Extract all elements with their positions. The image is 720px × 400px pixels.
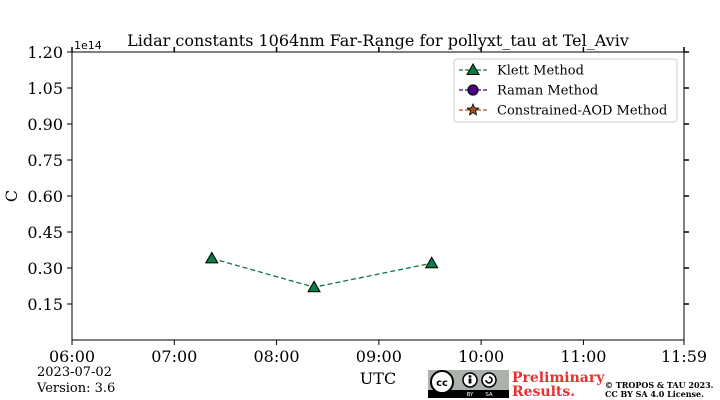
y-axis-offset-label: 1e14 [74,39,102,52]
footer-date: 2023-07-02 [37,365,112,380]
legend-marker [466,102,480,116]
series-line [211,257,432,288]
preliminary-line-2: Results. [512,384,575,400]
legend-label: Constrained-AOD Method [497,104,667,119]
y-tick-label: 0.15 [27,295,63,314]
y-tick-label: 1.20 [27,43,63,62]
cc-sa-label: SA [485,392,493,398]
x-tick-label: 09:00 [356,347,402,366]
data-point [307,280,321,293]
copyright-line-2: CC BY SA 4.0 License. [605,389,704,399]
legend-box [453,58,678,123]
chart-title: Lidar constants 1064nm Far-Range for pol… [127,31,629,50]
x-tick-label: 10:00 [458,347,504,366]
cc-logo-text: cc [436,378,448,389]
y-tick-label: 0.60 [27,187,63,206]
legend-marker [467,84,479,96]
y-tick-label: 0.75 [27,151,63,170]
legend-label: Klett Method [497,64,584,79]
y-tick-label: 0.45 [27,223,63,242]
legend-marker [466,62,480,75]
legend: Klett Method Raman Method Constrained-AOD … [453,58,678,123]
x-tick-label: 08:00 [254,347,300,366]
x-tick-label: 06:00 [49,347,95,366]
sa-icon [481,372,497,388]
x-tick-label: 11:59 [661,347,707,366]
legend-label: Raman Method [497,84,598,99]
x-tick-label: 07:00 [151,347,197,366]
y-axis-ticks: 1.20 1.05 0.90 0.75 0.60 0.45 0.30 0.15 [27,43,689,314]
cc-license-badge: cc BY SA [428,370,509,398]
x-axis-label: UTC [360,369,396,388]
footer-version: Version: 3.6 [36,381,115,396]
data-point [204,251,219,264]
y-tick-label: 0.90 [27,115,63,134]
x-tick-label: 11:00 [560,347,606,366]
data-point [424,256,439,269]
y-tick-label: 1.05 [27,79,63,98]
series-layer [204,251,439,293]
x-axis-ticks: 06:00 07:00 08:00 09:00 10:00 11:00 11:59 [49,47,707,366]
preliminary-line-1: Preliminary [512,370,605,386]
y-tick-label: 0.30 [27,259,63,278]
cc-by-label: BY [467,392,474,398]
y-axis-label: C [2,190,21,202]
copyright-line-1: © TROPOS & TAU 2023. [605,380,714,390]
